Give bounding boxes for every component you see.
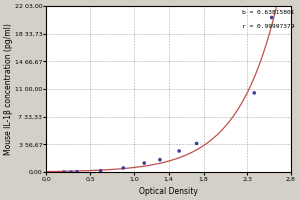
Point (194, 142, 199, 145)
X-axis label: Optical Density: Optical Density (139, 187, 198, 196)
Y-axis label: Mouse IL-1β concentration (pg/ml): Mouse IL-1β concentration (pg/ml) (4, 23, 13, 155)
Point (61, 171, 66, 174)
Point (98, 169, 103, 172)
Point (252, 91, 256, 95)
Point (158, 158, 162, 161)
Text: r = 0.99997379: r = 0.99997379 (242, 24, 294, 29)
Point (68, 171, 73, 174)
Point (269, 16, 274, 19)
Point (75, 170, 80, 173)
Point (121, 166, 126, 170)
Point (177, 149, 182, 153)
Text: b = 0.63815801: b = 0.63815801 (242, 10, 294, 15)
Point (142, 161, 147, 165)
